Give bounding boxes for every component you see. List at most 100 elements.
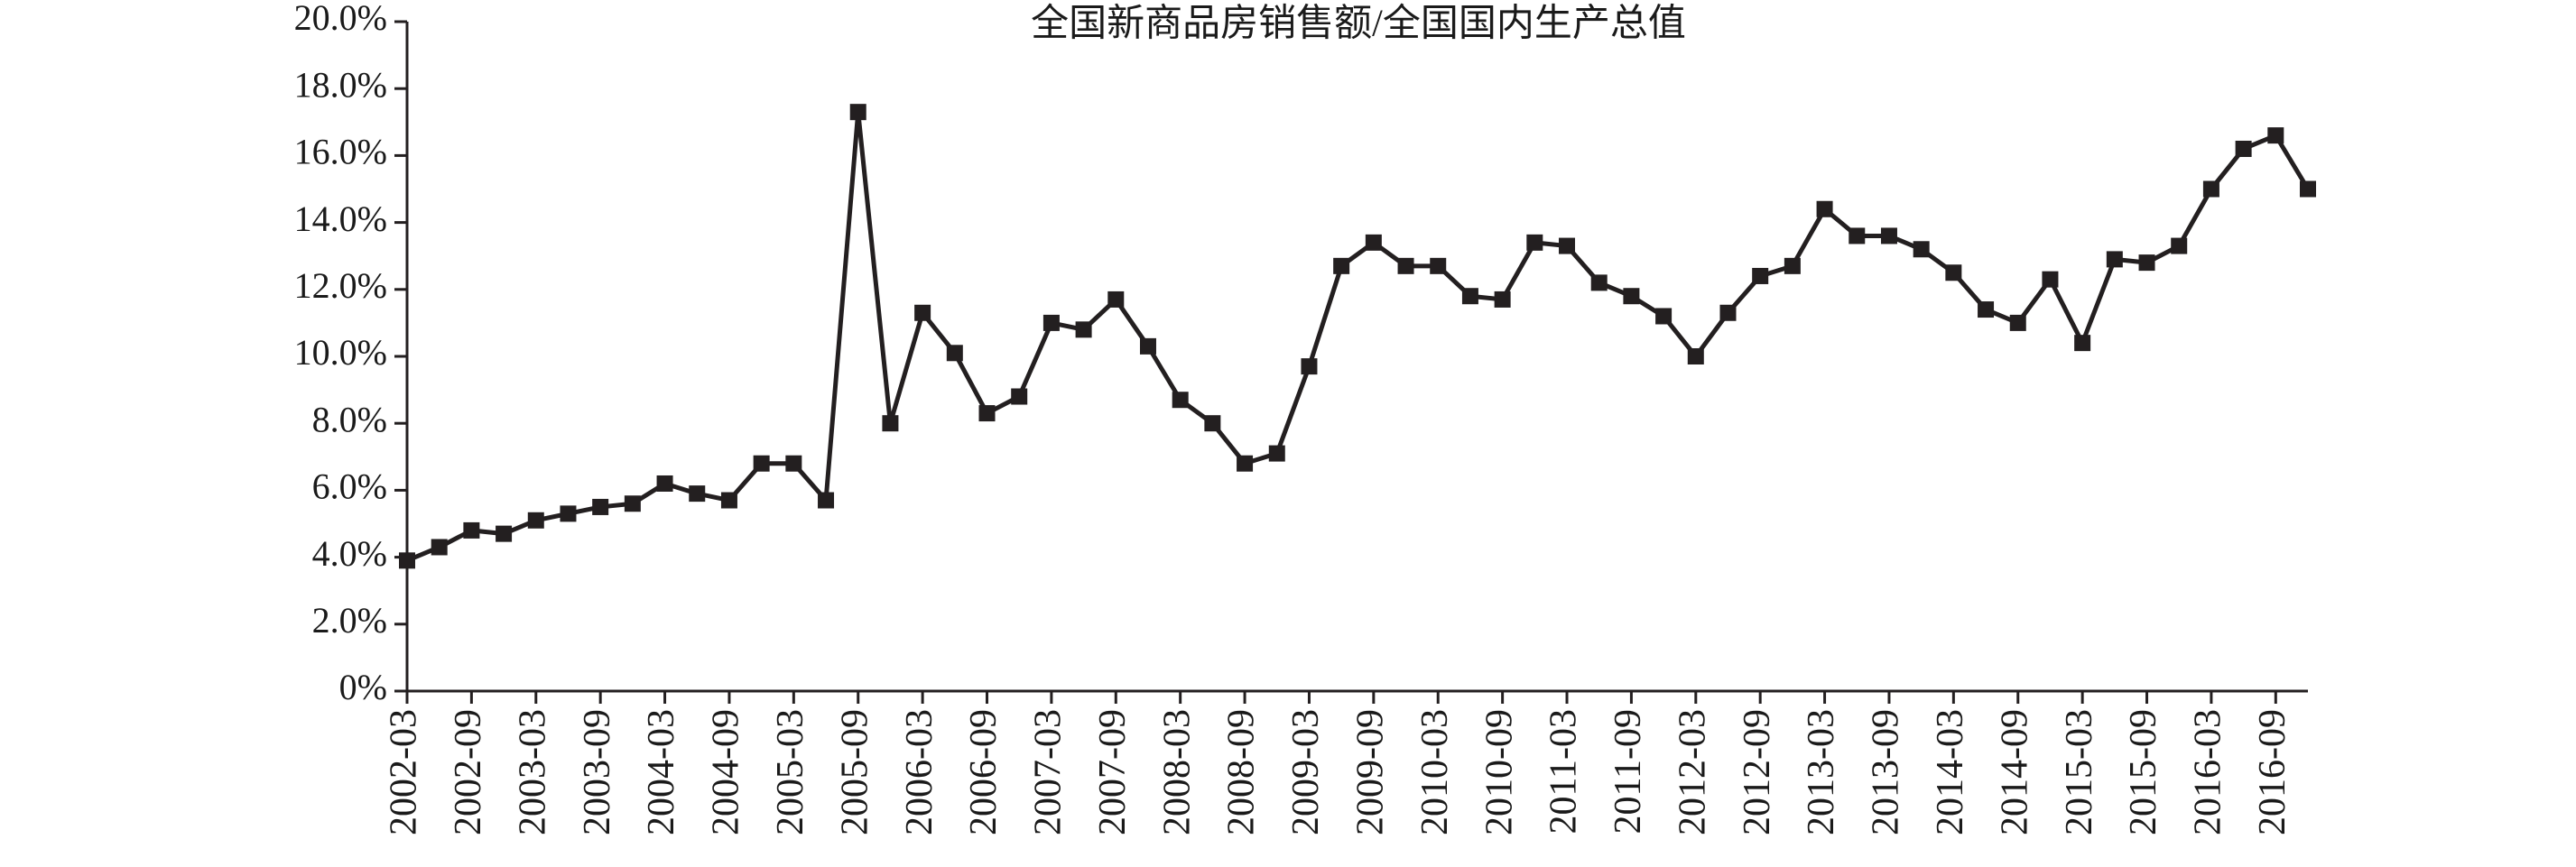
point-marker — [560, 505, 577, 522]
point-marker — [2202, 180, 2219, 198]
x-tick-label: 2012-09 — [1737, 709, 1778, 835]
x-tick-label: 2014-03 — [1930, 709, 1971, 835]
x-tick-label: 2008-09 — [1221, 709, 1263, 835]
point-marker — [2138, 254, 2155, 272]
x-tick-label: 2011-09 — [1608, 709, 1649, 834]
point-marker — [978, 405, 996, 422]
x-tick-label: 2002-09 — [448, 709, 489, 835]
x-tick-label: 2005-03 — [770, 709, 811, 835]
point-marker — [431, 539, 448, 556]
point-marker — [2235, 140, 2252, 157]
point-marker — [1204, 415, 1221, 432]
x-tick-label: 2008-03 — [1156, 709, 1198, 835]
point-marker — [399, 552, 415, 569]
point-marker — [1397, 257, 1414, 274]
point-marker — [592, 498, 609, 515]
point-marker — [1849, 227, 1866, 244]
point-marker — [496, 525, 513, 542]
point-marker — [1655, 308, 1673, 325]
point-marker — [1623, 288, 1640, 305]
point-marker — [1301, 358, 1318, 375]
point-marker — [1042, 314, 1060, 331]
y-tick-label: 8.0% — [312, 399, 387, 439]
point-marker — [1107, 291, 1125, 308]
y-tick-label: 2.0% — [312, 600, 387, 641]
point-marker — [2074, 335, 2091, 352]
y-tick-label: 14.0% — [294, 198, 387, 239]
point-marker — [1559, 237, 1576, 254]
x-tick-label: 2015-09 — [2123, 709, 2164, 835]
x-tick-label: 2003-09 — [577, 709, 618, 835]
x-tick-label: 2002-03 — [384, 709, 425, 835]
point-marker — [914, 304, 931, 321]
point-marker — [1461, 288, 1478, 305]
x-tick-label: 2006-09 — [963, 709, 1005, 835]
point-marker — [1590, 274, 1608, 291]
point-marker — [2042, 271, 2059, 288]
x-tick-label: 2015-03 — [2059, 709, 2100, 835]
x-tick-label: 2010-09 — [1478, 709, 1520, 835]
y-tick-label: 12.0% — [294, 265, 387, 306]
x-tick-label: 2009-09 — [1349, 709, 1391, 835]
point-marker — [2009, 314, 2026, 331]
point-marker — [2267, 127, 2284, 144]
point-marker — [527, 512, 544, 529]
point-marker — [2106, 251, 2123, 268]
y-tick-label: 10.0% — [294, 332, 387, 373]
point-marker — [1526, 234, 1543, 251]
point-marker — [1237, 455, 1254, 472]
x-tick-label: 2007-09 — [1092, 709, 1134, 835]
point-marker — [1945, 264, 1962, 281]
x-tick-label: 2009-03 — [1285, 709, 1327, 835]
point-marker — [1978, 301, 1995, 318]
x-tick-label: 2006-03 — [899, 709, 941, 835]
point-marker — [689, 485, 706, 503]
y-tick-label: 20.0% — [294, 0, 387, 38]
point-marker — [1430, 257, 1447, 274]
x-tick-label: 2007-03 — [1028, 709, 1070, 835]
chart-title: 全国新商品房销售额/全国国内生产总值 — [1031, 3, 1686, 45]
point-marker — [785, 455, 802, 472]
point-marker — [1784, 257, 1801, 274]
point-marker — [1365, 234, 1382, 251]
x-tick-label: 2010-03 — [1414, 709, 1456, 835]
y-tick-label: 0% — [339, 667, 387, 707]
point-marker — [882, 415, 899, 432]
point-marker — [1752, 267, 1769, 284]
point-marker — [1172, 392, 1189, 409]
point-marker — [849, 104, 866, 121]
point-marker — [1333, 257, 1350, 274]
point-marker — [1075, 321, 1092, 338]
point-marker — [1913, 241, 1930, 258]
point-marker — [1011, 388, 1028, 405]
point-marker — [1268, 445, 1285, 462]
x-tick-label: 2003-03 — [512, 709, 553, 835]
x-tick-label: 2016-03 — [2188, 709, 2229, 835]
y-tick-label: 18.0% — [294, 64, 387, 105]
point-marker — [1719, 304, 1737, 321]
point-marker — [463, 521, 480, 539]
x-tick-label: 2004-03 — [641, 709, 682, 835]
point-marker — [1816, 200, 1833, 217]
point-marker — [946, 345, 963, 362]
point-marker — [1687, 348, 1704, 364]
point-marker — [2171, 237, 2188, 254]
x-tick-label: 2013-09 — [1866, 709, 1907, 835]
point-marker — [656, 475, 673, 492]
x-tick-label: 2013-03 — [1801, 709, 1842, 835]
x-tick-label: 2005-09 — [834, 709, 876, 835]
point-marker — [1139, 337, 1156, 355]
point-marker — [1880, 227, 1897, 244]
x-tick-label: 2014-09 — [1994, 709, 2035, 835]
point-marker — [720, 492, 737, 509]
point-marker — [1494, 291, 1511, 308]
point-marker — [753, 455, 770, 472]
x-tick-label: 2016-09 — [2252, 709, 2293, 835]
x-tick-label: 2011-03 — [1543, 709, 1585, 834]
x-tick-label: 2004-09 — [706, 709, 747, 835]
point-marker — [624, 495, 641, 512]
y-tick-label: 6.0% — [312, 466, 387, 507]
point-marker — [2300, 180, 2316, 198]
point-marker — [818, 492, 835, 509]
